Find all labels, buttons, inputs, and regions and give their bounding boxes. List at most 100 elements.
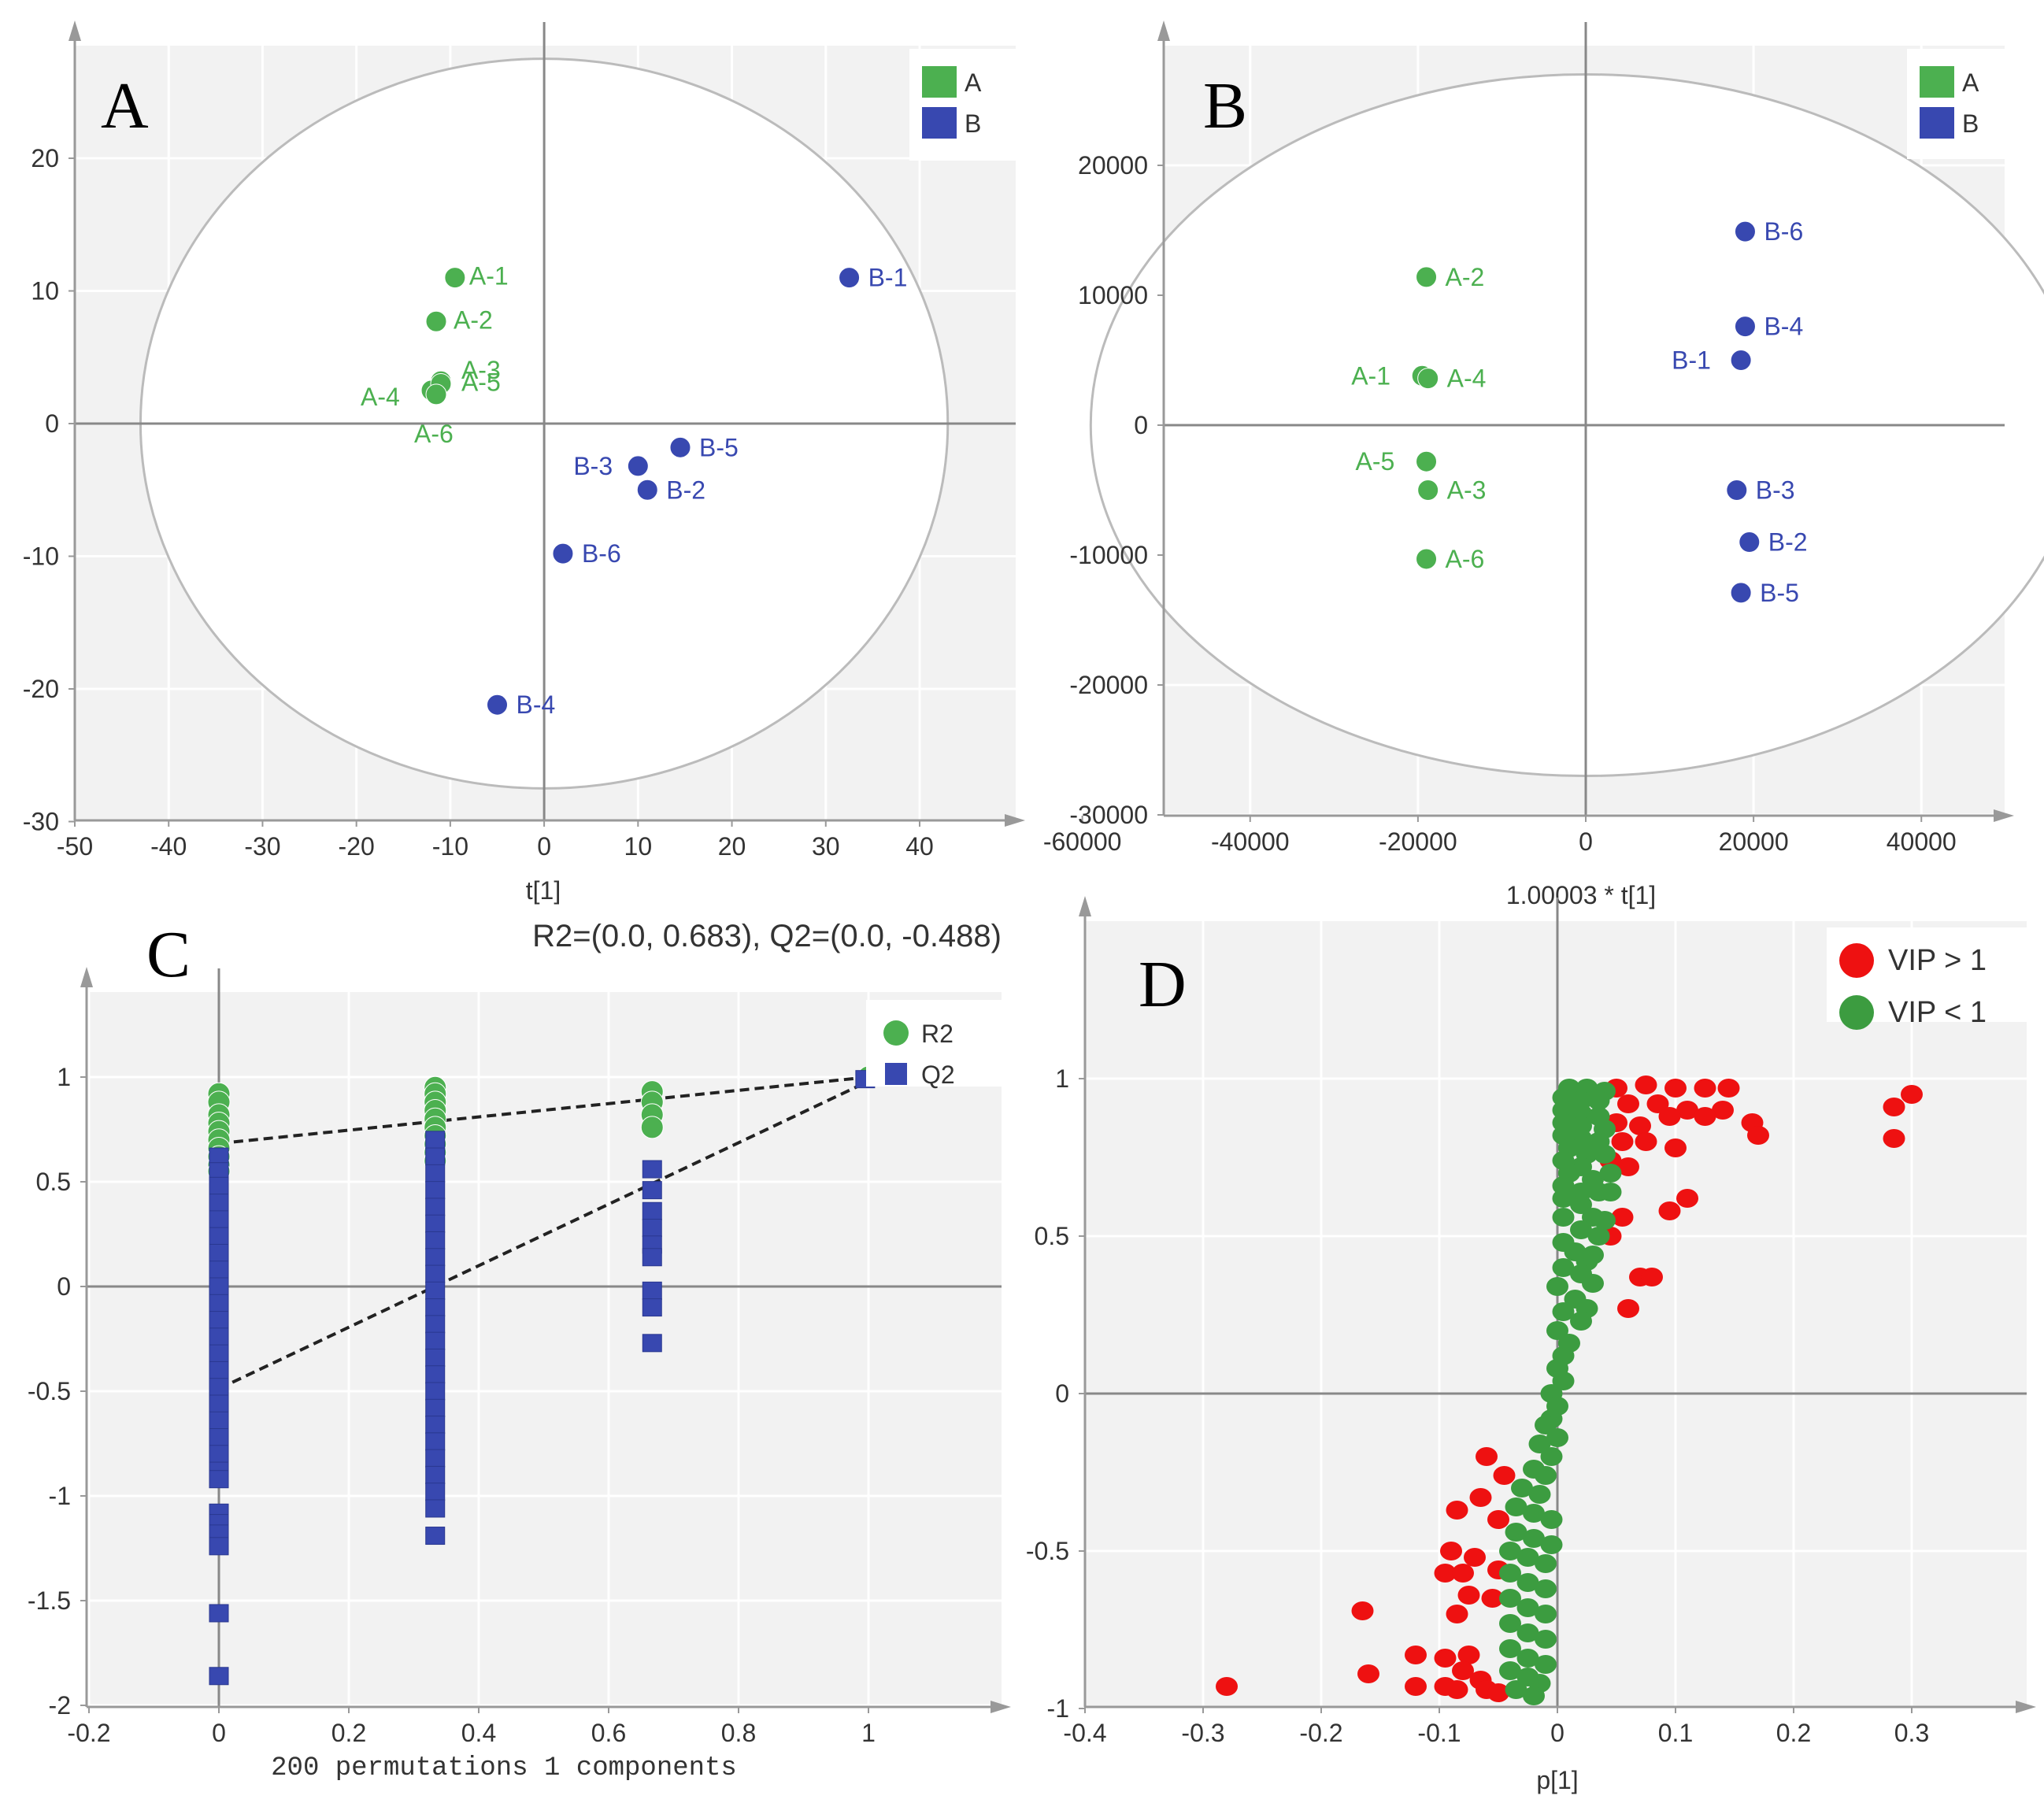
panel-b-x-tick-label: -60000 [1043,827,1122,856]
panel-d-vip-1-point [1452,1661,1474,1680]
panel-b-a-point [1417,479,1439,501]
panel-a-x-tick-label: 40 [905,832,934,861]
panel-c-q2-point [425,1331,446,1350]
panel-d-vip-1-point [1617,1094,1639,1113]
panel-d-vip-1-point [1493,1466,1516,1485]
panel-c-q2-point [209,1378,229,1397]
panel-b-point-label: B-1 [1672,346,1711,375]
panel-d-vip-1-point [1594,1211,1616,1230]
panel-a-y-tick-label: -20 [23,675,59,703]
panel-d-vip-1-point [1582,1246,1604,1264]
panel-d-letter: D [1139,948,1187,1021]
panel-c-x-tick-label: 1 [861,1719,876,1747]
panel-d-vip-1-point [1457,1646,1480,1664]
panel-a-y-tick-label: -30 [23,808,59,836]
panel-d-vip-1-point [1694,1079,1716,1098]
panel-c-q2-point [209,1261,229,1279]
panel-b-x-axis-arrow [1994,809,2014,822]
panel-d-vip-1-point [1658,1107,1681,1126]
panel-c-q2-point [425,1315,446,1334]
panel-d-vip-1-point [1505,1680,1527,1699]
panel-a-x-tick-label: 30 [812,832,840,861]
panel-d-vip-1-point [1499,1564,1521,1583]
panel-c-x-tick-label: 0.8 [721,1719,756,1747]
panel-d-vip-1-point [1611,1132,1634,1151]
panel-c-q2-point [642,1281,662,1300]
panel-a-legend-swatch-b [922,107,957,139]
panel-d-vip-1-point [1446,1605,1468,1623]
panel-b-point-label: B-2 [1768,528,1808,557]
panel-a-a-point [444,267,466,289]
panel-d-vip-1-point [1552,1302,1575,1321]
panel-d-vip-1-point [1405,1677,1427,1696]
panel-c-q2-point [425,1248,446,1267]
panel-d-vip-1-point [1540,1535,1563,1554]
panel-b-b-point [1730,350,1752,371]
panel-d-y-tick-label: 0 [1055,1379,1069,1408]
panel-d-vip-1-point [1664,1138,1687,1157]
panel-a-legend-label-b: B [965,109,981,138]
panel-b-point-label: A-5 [1356,447,1395,476]
panel-d-vip-1-point [1535,1554,1557,1573]
panel-d-vip-1-point [1357,1664,1379,1683]
panel-d-vip-1-point [1611,1208,1634,1227]
panel-d-legend-swatch-vip-1 [1839,995,1874,1030]
panel-d-vip-1-point [1351,1601,1374,1620]
panel-c-q2-point [425,1483,446,1501]
panel-a-y-tick-label: 10 [31,277,59,305]
panel-d-vip-1-point [1528,1435,1551,1453]
panel-a-point-label: B-5 [699,433,739,461]
panel-d-vip-1-point [1516,1623,1539,1642]
panel-d-x-axis-label: p[1] [1536,1766,1578,1794]
panel-d-vip-1-point [1641,1268,1663,1286]
panel-d-vip-1-point [1481,1589,1504,1608]
panel-c-plot-area [87,992,1002,1707]
panel-c-q2-point [425,1147,446,1166]
panel-c-r2-regression-line [218,1075,869,1146]
panel-d-x-tick-label: 0.3 [1894,1719,1929,1747]
panel-d-vip-1-point [1469,1488,1492,1507]
panel-d-vip-1-point [1570,1195,1592,1214]
panel-d-vip-1-point [1552,1208,1575,1227]
panel-a-point-label: A-6 [414,420,454,448]
panel-c-q2-point [425,1348,446,1367]
panel-d-vip-1-point [1446,1501,1468,1520]
panel-c-y-tick-label: 0 [57,1272,71,1301]
panel-d-vip-1-point [1499,1614,1521,1633]
panel-c-y-tick-label: -1 [49,1482,71,1510]
panel-b: -60000 -40000 -20000 0 20000 40000 -30000 -2000… [1043,20,2044,909]
panel-d-y-tick-label: -0.5 [1026,1537,1069,1565]
panel-a-x-tick-label: 10 [624,832,653,861]
panel-a-x-axis-label: t[1] [526,876,561,905]
panel-d-vip-1-point [1505,1497,1527,1516]
panel-c-q2-point [642,1219,662,1238]
panel-a-point-label: A-3 [461,356,501,384]
panel-c-x-tick-label: 0.4 [461,1719,496,1747]
panel-c-q2-regression-line [218,1079,869,1390]
panel-c-q2-point [209,1210,229,1229]
panel-d-vip-1-point [1747,1126,1769,1145]
panel-d-vip-1-point [1570,1220,1592,1239]
panel-c-legend-swatch-q2 [885,1063,907,1085]
panel-d-vip-1-point [1487,1510,1509,1529]
panel-a-b-point [636,479,658,501]
panel-d-vip-1-point [1516,1548,1539,1567]
panel-a-legend-box [909,49,1016,161]
panel-c-y-tick-label: -1.5 [28,1586,71,1615]
panel-b-a-point [1416,548,1438,570]
panel-c-q2-point [425,1499,446,1518]
panel-c-q2-point [425,1131,446,1149]
panel-c-legend-label-q2: Q2 [921,1061,955,1089]
panel-c-q2-point [425,1365,446,1384]
panel-d-vip-1-point [1476,1447,1498,1466]
panel-a-b-point [487,694,508,716]
panel-b-point-label: A-3 [1447,476,1487,505]
panel-a-x-tick-label: -30 [244,832,280,861]
panel-b-y-tick-label: 0 [1134,411,1148,439]
panel-c-q2-point [642,1160,662,1179]
panel-a-point-label: B-4 [517,690,556,719]
panel-a-a-point [425,310,447,332]
panel-d-vip-1-point [1535,1630,1557,1649]
panel-d-x-tick-label: -0.2 [1299,1719,1342,1747]
